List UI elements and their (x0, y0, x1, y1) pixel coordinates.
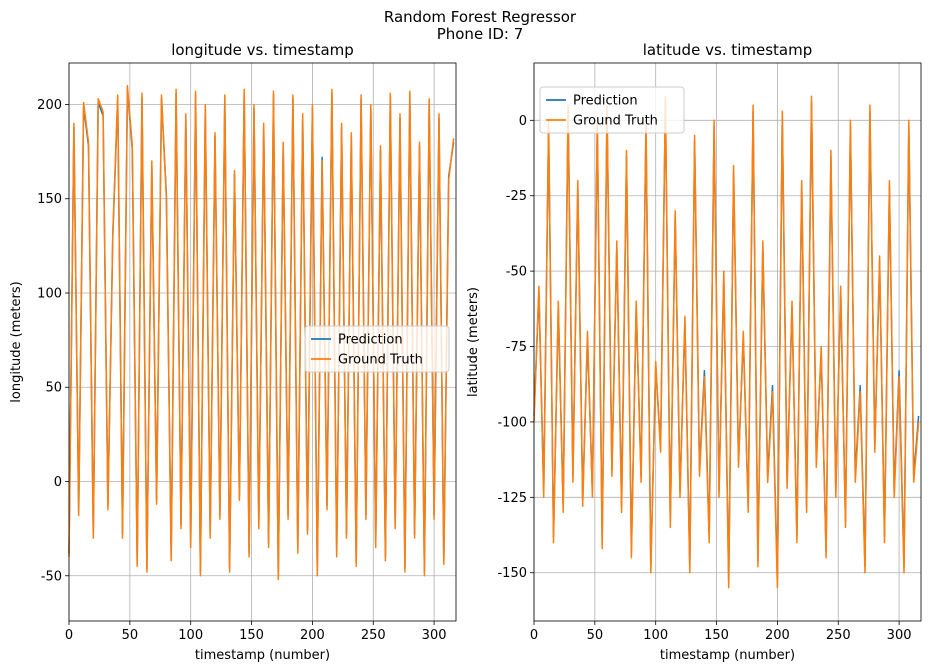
y-tick-label: 50 (45, 381, 62, 396)
y-axis-label: latitude (meters) (466, 287, 481, 397)
plot-frame (533, 62, 922, 622)
x-tick-label: 200 (765, 628, 790, 643)
y-tick-label: 100 (37, 286, 62, 301)
y-tick-label: 0 (519, 114, 527, 129)
x-axis-label: timestamp (number) (195, 648, 330, 663)
y-tick-label: -150 (497, 566, 527, 581)
y-tick-label: -75 (506, 340, 527, 355)
x-tick-label: 300 (887, 628, 912, 643)
legend-box (539, 86, 685, 134)
legend-label-ground-truth: Ground Truth (338, 353, 423, 368)
x-tick-label: 100 (178, 628, 203, 643)
figure-suptitle-line1: Random Forest Regressor (384, 8, 577, 26)
x-tick-label: 50 (122, 628, 139, 643)
x-tick-label: 200 (300, 628, 325, 643)
y-tick-label: 200 (37, 98, 62, 113)
y-tick-label: 150 (37, 192, 62, 207)
legend-label-prediction: Prediction (573, 94, 638, 109)
x-axis-label: timestamp (number) (660, 648, 795, 663)
y-tick-label: -25 (506, 189, 527, 204)
x-tick-label: 300 (422, 628, 447, 643)
x-tick-label: 250 (361, 628, 386, 643)
plot-frame (68, 62, 457, 622)
chart-title: latitude vs. timestamp (643, 41, 812, 59)
series-line-ground-truth (533, 95, 920, 589)
series-line-prediction (533, 101, 920, 583)
legend-label-prediction: Prediction (338, 333, 403, 348)
chart-title: longitude vs. timestamp (171, 41, 354, 59)
legend: Prediction Ground Truth (539, 86, 685, 134)
legend: Prediction Ground Truth (304, 325, 450, 373)
y-tick-label: -125 (497, 491, 527, 506)
y-axis-label: longitude (meters) (9, 281, 24, 402)
x-tick-label: 150 (704, 628, 729, 643)
legend-box (304, 325, 450, 373)
longitude-chart: 0 50 100 150 200 250 300 -50 0 50 100 150 200 longitu… (9, 41, 457, 663)
y-tick-label: -50 (506, 265, 527, 280)
x-tick-label: 0 (530, 628, 538, 643)
legend-label-ground-truth: Ground Truth (573, 114, 658, 129)
y-tick-label: -100 (497, 415, 527, 430)
figure-suptitle-line2: Phone ID: 7 (437, 25, 524, 43)
y-tick-label: -50 (41, 569, 62, 584)
y-tick-label: 0 (54, 475, 62, 490)
x-tick-label: 250 (826, 628, 851, 643)
latitude-chart: 0 50 100 150 200 250 300 -150 -125 -100 -75 -50 -25 0… (466, 41, 922, 663)
x-tick-label: 100 (643, 628, 668, 643)
series-line-ground-truth (68, 84, 455, 581)
x-tick-label: 150 (239, 628, 264, 643)
x-tick-label: 0 (65, 628, 73, 643)
x-tick-label: 50 (587, 628, 604, 643)
